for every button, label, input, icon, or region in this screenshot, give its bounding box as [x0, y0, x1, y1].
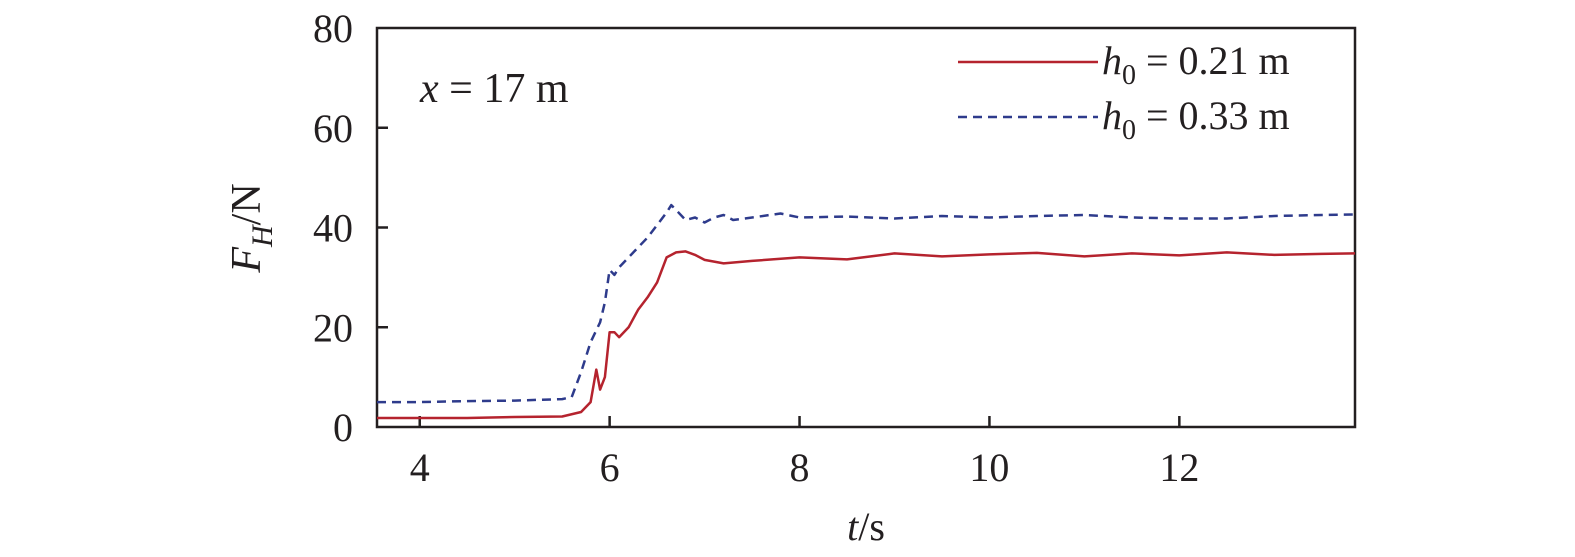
axis-ticks — [377, 126, 1181, 427]
series-line-0 — [377, 250, 1356, 420]
series-line-1 — [377, 203, 1356, 404]
y-tick-label-1: 20 — [313, 305, 353, 350]
y-axis-var: F — [224, 247, 270, 274]
x-tick-label-1: 6 — [600, 445, 620, 490]
legend-label-1: h0 = 0.33 m — [1102, 93, 1290, 146]
legend-label-0: h0 = 0.21 m — [1102, 38, 1290, 91]
y-tick-label-4: 80 — [313, 6, 353, 51]
y-tick-label-3: 60 — [313, 106, 353, 151]
legend-rest-0: = 0.21 m — [1136, 38, 1290, 83]
y-axis-unit: /N — [224, 183, 270, 225]
legend-rest-1: = 0.33 m — [1136, 93, 1290, 138]
legend: h0 = 0.21 m h0 = 0.33 m — [958, 38, 1290, 146]
y-tick-label-0: 0 — [333, 405, 353, 450]
y-axis-sub: H — [246, 223, 279, 248]
x-tick-label-3: 10 — [969, 445, 1009, 490]
x-tick-label-0: 4 — [410, 445, 430, 490]
x-tick-label-4: 12 — [1159, 445, 1199, 490]
annotation-rest: = 17 m — [439, 66, 569, 112]
legend-sub-1: 0 — [1122, 115, 1136, 146]
x-tick-label-2: 8 — [790, 445, 810, 490]
series-layer — [377, 203, 1356, 420]
annotation-var: x — [419, 66, 439, 112]
x-axis-label: t/s — [847, 504, 885, 549]
annotation: x = 17 m — [419, 66, 569, 112]
legend-var-0: h — [1102, 38, 1122, 83]
y-tick-label-2: 40 — [313, 206, 353, 251]
x-axis-var: t — [847, 504, 859, 549]
axis-tick-labels: 4 6 8 10 12 0 20 40 60 80 — [313, 6, 1199, 490]
x-axis-unit: /s — [858, 504, 885, 549]
legend-sub-0: 0 — [1122, 60, 1136, 91]
legend-var-1: h — [1102, 93, 1122, 138]
y-axis-label: FH/N — [224, 183, 279, 273]
